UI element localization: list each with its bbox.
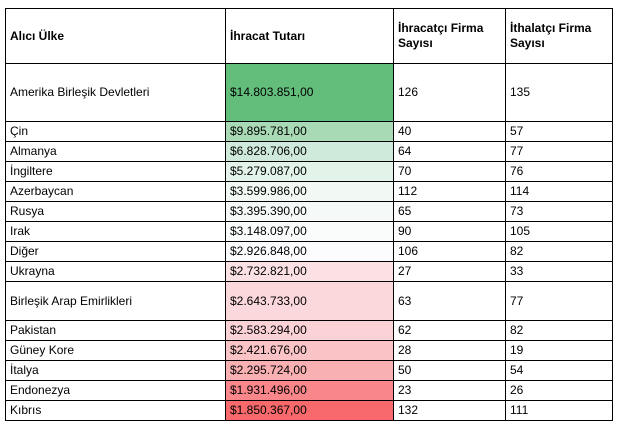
count-cell: 26 (505, 380, 613, 401)
count-cell: 77 (505, 281, 613, 321)
table-row: Endonezya $1.931.496,00 23 26 (5, 380, 613, 401)
table-row: Pakistan $2.583.294,00 62 82 (5, 320, 613, 341)
amount-cell: $3.395.390,00 (225, 201, 394, 222)
count-cell: 132 (393, 400, 506, 421)
count-cell: 27 (393, 261, 506, 282)
amount-cell: $5.279.087,00 (225, 161, 394, 182)
amount-cell: $9.895.781,00 (225, 121, 394, 142)
header-cell: İhracatçı Firma Sayısı (393, 8, 506, 64)
count-cell: 126 (393, 63, 506, 122)
count-cell: 135 (505, 63, 613, 122)
country-cell: Endonezya (5, 380, 226, 401)
table-row: Rusya $3.395.390,00 65 73 (5, 201, 613, 222)
table-row: Güney Kore $2.421.676,00 28 19 (5, 340, 613, 361)
header-cell: İhracat Tutarı (225, 8, 394, 64)
count-cell: 105 (505, 221, 613, 242)
header-row: Alıcı Ülke İhracat Tutarı İhracatçı Firma … (5, 8, 613, 64)
count-cell: 62 (393, 320, 506, 341)
count-cell: 28 (393, 340, 506, 361)
header-cell: Alıcı Ülke (5, 8, 226, 64)
table-row: Ukrayna $2.732.821,00 27 33 (5, 261, 613, 282)
amount-cell: $2.583.294,00 (225, 320, 394, 341)
count-cell: 73 (505, 201, 613, 222)
table-row: İngiltere $5.279.087,00 70 76 (5, 161, 613, 182)
country-cell: Rusya (5, 201, 226, 222)
country-cell: Birleşik Arap Emirlikleri (5, 281, 226, 321)
count-cell: 33 (505, 261, 613, 282)
amount-cell: $1.850.367,00 (225, 400, 394, 421)
count-cell: 106 (393, 241, 506, 262)
country-cell: Çin (5, 121, 226, 142)
export-table: Alıcı Ülke İhracat Tutarı İhracatçı Firma … (5, 8, 613, 421)
count-cell: 65 (393, 201, 506, 222)
table-row: Amerika Birleşik Devletleri $14.803.851,0… (5, 63, 613, 122)
amount-cell: $3.148.097,00 (225, 221, 394, 242)
country-cell: İngiltere (5, 161, 226, 182)
count-cell: 90 (393, 221, 506, 242)
count-cell: 23 (393, 380, 506, 401)
country-cell: Diğer (5, 241, 226, 262)
count-cell: 111 (505, 400, 613, 421)
table-row: Azerbaycan $3.599.986,00 112 114 (5, 181, 613, 202)
count-cell: 50 (393, 360, 506, 381)
count-cell: 40 (393, 121, 506, 142)
country-cell: Güney Kore (5, 340, 226, 361)
country-cell: Almanya (5, 141, 226, 162)
count-cell: 54 (505, 360, 613, 381)
count-cell: 82 (505, 241, 613, 262)
amount-cell: $2.732.821,00 (225, 261, 394, 282)
count-cell: 57 (505, 121, 613, 142)
count-cell: 77 (505, 141, 613, 162)
table-row: Irak $3.148.097,00 90 105 (5, 221, 613, 242)
country-cell: Azerbaycan (5, 181, 226, 202)
table-row: Diğer $2.926.848,00 106 82 (5, 241, 613, 262)
country-cell: Pakistan (5, 320, 226, 341)
header-cell: İthalatçı Firma Sayısı (505, 8, 613, 64)
count-cell: 64 (393, 141, 506, 162)
count-cell: 114 (505, 181, 613, 202)
count-cell: 112 (393, 181, 506, 202)
amount-cell: $2.926.848,00 (225, 241, 394, 262)
count-cell: 76 (505, 161, 613, 182)
count-cell: 82 (505, 320, 613, 341)
count-cell: 70 (393, 161, 506, 182)
country-cell: Kıbrıs (5, 400, 226, 421)
country-cell: İtalya (5, 360, 226, 381)
amount-cell: $2.295.724,00 (225, 360, 394, 381)
table-row: Almanya $6.828.706,00 64 77 (5, 141, 613, 162)
amount-cell: $6.828.706,00 (225, 141, 394, 162)
count-cell: 19 (505, 340, 613, 361)
amount-cell: $3.599.986,00 (225, 181, 394, 202)
table-body: Amerika Birleşik Devletleri $14.803.851,0… (5, 63, 613, 421)
table-row: Çin $9.895.781,00 40 57 (5, 121, 613, 142)
table-row: İtalya $2.295.724,00 50 54 (5, 360, 613, 381)
table-row: Birleşik Arap Emirlikleri $2.643.733,00 63… (5, 281, 613, 321)
country-cell: Irak (5, 221, 226, 242)
country-cell: Amerika Birleşik Devletleri (5, 63, 226, 122)
amount-cell: $2.643.733,00 (225, 281, 394, 321)
count-cell: 63 (393, 281, 506, 321)
country-cell: Ukrayna (5, 261, 226, 282)
amount-cell: $1.931.496,00 (225, 380, 394, 401)
amount-cell: $14.803.851,00 (225, 63, 394, 122)
table-row: Kıbrıs $1.850.367,00 132 111 (5, 400, 613, 421)
amount-cell: $2.421.676,00 (225, 340, 394, 361)
